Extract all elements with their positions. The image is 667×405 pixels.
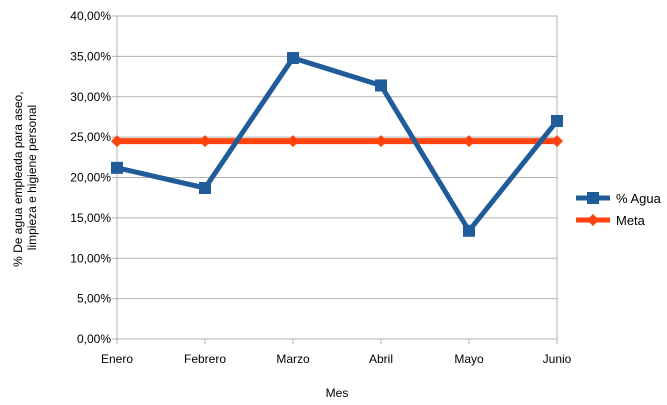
data-point-marker: [199, 135, 211, 148]
y-tick-label: 35,00%: [70, 49, 111, 63]
y-axis-title-line-1: % De agua empleada para aseo,: [11, 91, 25, 266]
x-tick-label: Abril: [369, 352, 393, 366]
x-tick-label: Marzo: [276, 352, 310, 366]
data-point-marker: [199, 181, 211, 194]
data-point-marker: [375, 135, 387, 148]
y-tick-label: 5,00%: [77, 292, 111, 306]
legend-label: % Agua: [616, 191, 662, 206]
x-tick-label: Junio: [543, 352, 572, 366]
x-tick-label: Mayo: [454, 352, 484, 366]
x-axis-title: Mes: [326, 386, 349, 400]
y-tick-label: 40,00%: [70, 9, 111, 23]
y-tick-labels: 0,00% 5,00% 10,00% 15,00% 20,00% 25,00% 30,00%…: [70, 9, 111, 346]
data-point-marker: [463, 135, 475, 148]
data-point-marker: [287, 135, 299, 148]
plot-area-frame: [116, 15, 558, 340]
legend-label: Meta: [616, 213, 646, 228]
y-tick-label: 25,00%: [70, 130, 111, 144]
x-tick-label: Febrero: [184, 352, 226, 366]
series-layer: [111, 51, 563, 237]
data-point-marker: [375, 79, 387, 92]
data-point-marker: [111, 161, 123, 174]
y-tick-label: 0,00%: [77, 332, 111, 346]
series-line: [116, 55, 559, 236]
y-tick-label: 15,00%: [70, 211, 111, 225]
data-point-marker: [551, 135, 563, 148]
data-point-marker: [551, 114, 563, 127]
y-axis-title: % De agua empleada para aseo, limpieza e…: [11, 88, 39, 267]
data-point-marker: [287, 51, 299, 64]
data-point-marker: [111, 135, 123, 148]
y-axis-title-line-2: limpieza e higiene personal: [25, 105, 39, 250]
data-point-marker: [463, 224, 475, 237]
x-tick-label: Enero: [101, 352, 133, 366]
legend-marker: [587, 192, 599, 204]
legend: % Agua Meta: [576, 191, 662, 228]
legend-marker: [587, 214, 599, 226]
y-tick-label: 20,00%: [70, 171, 111, 185]
x-tick-labels: Enero Febrero Marzo Abril Mayo Junio: [101, 352, 572, 366]
y-tick-label: 10,00%: [70, 251, 111, 265]
y-tick-label: 30,00%: [70, 90, 111, 104]
